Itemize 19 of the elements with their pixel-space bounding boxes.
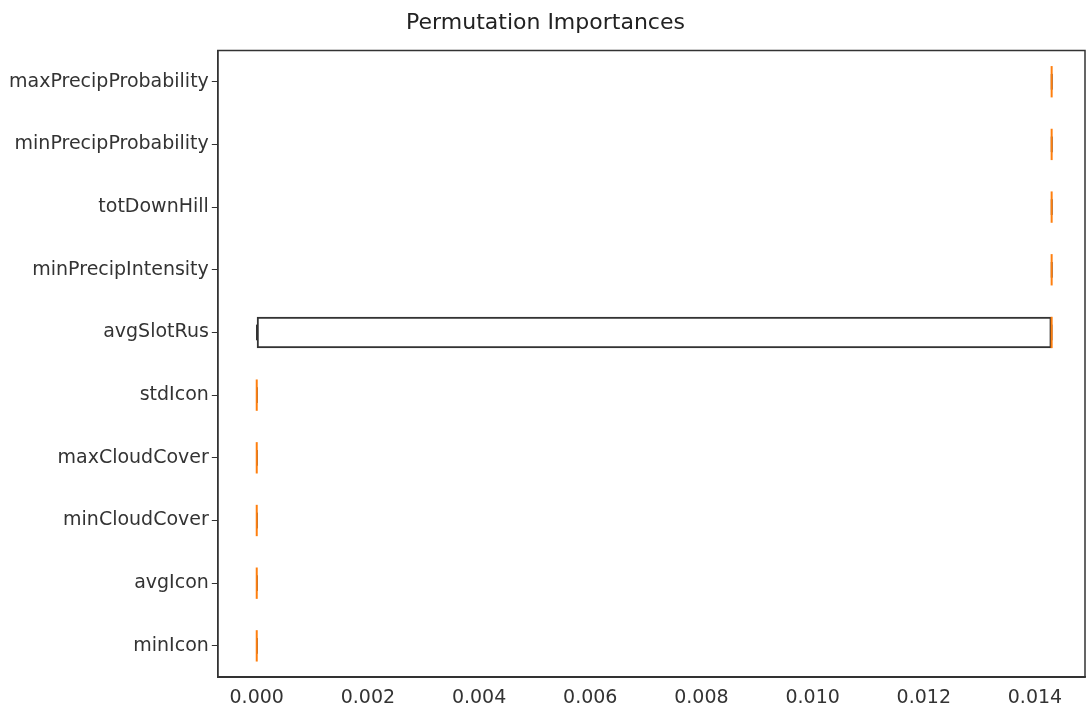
- x-tick-label: 0.006: [563, 684, 618, 707]
- y-tick-label: minCloudCover: [63, 507, 209, 530]
- y-tick-label: totDownHill: [98, 194, 209, 217]
- x-tick-label: 0.004: [451, 684, 507, 707]
- y-tick-label: minPrecipProbability: [14, 131, 209, 154]
- x-tick-label: 0.012: [896, 684, 951, 707]
- chart-title: Permutation Importances: [406, 8, 685, 34]
- x-tick-label: 0.010: [785, 684, 840, 707]
- y-tick-label: minPrecipIntensity: [32, 256, 209, 279]
- y-tick-label: maxPrecipProbability: [9, 68, 209, 91]
- x-tick-label: 0.002: [340, 684, 396, 707]
- y-tick-label: avgIcon: [134, 570, 209, 593]
- x-tick-label: 0.008: [674, 684, 729, 707]
- y-tick-label: stdIcon: [139, 382, 209, 405]
- y-tick-label: maxCloudCover: [57, 444, 209, 467]
- y-tick-label: avgSlotRus: [103, 319, 209, 342]
- y-tick-label: minIcon: [133, 632, 209, 655]
- x-tick-label: 0.000: [229, 684, 284, 707]
- x-tick-label: 0.014: [1007, 684, 1063, 707]
